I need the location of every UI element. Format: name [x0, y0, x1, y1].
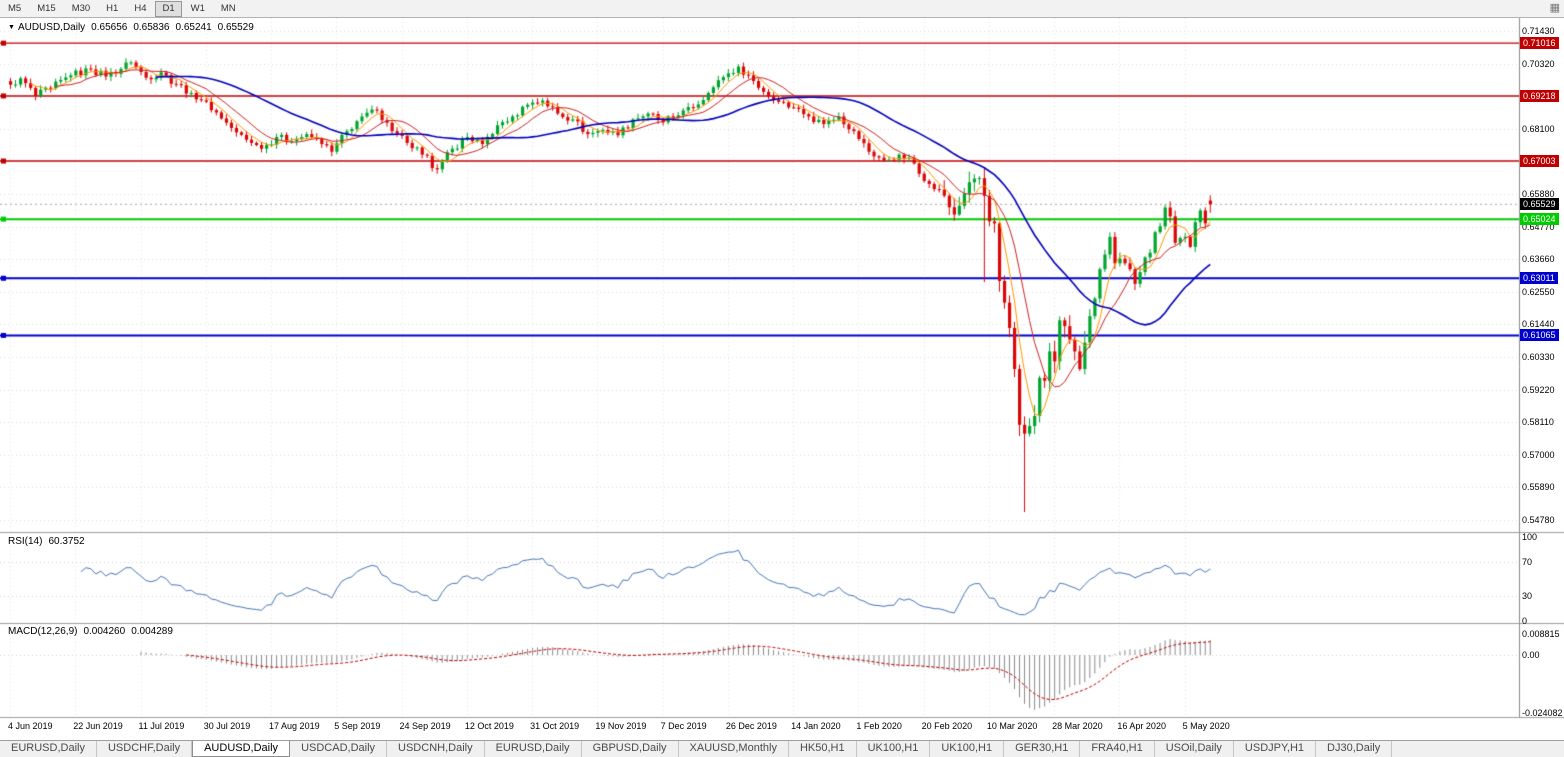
symbol-tab-bar: EURUSD,Daily USDCHF,Daily AUDUSD,Daily USDC…	[0, 740, 1564, 757]
macd-name: MACD(12,26,9)	[8, 626, 78, 637]
rsi-tick: 0	[1522, 616, 1528, 626]
ohlc-high: 0.65836	[133, 22, 170, 33]
chart-tab-usdchf-daily[interactable]: USDCHF,Daily	[97, 741, 193, 757]
price-tick: 0.58110	[1522, 417, 1554, 428]
date-label: 28 Mar 2020	[1052, 721, 1103, 731]
date-label: 1 Feb 2020	[856, 721, 902, 731]
date-label: 30 Jul 2019	[203, 721, 251, 731]
chart-tab-usoil-daily[interactable]: USOil,Daily	[1155, 741, 1234, 757]
toolbar-right: ▦	[1550, 1, 1560, 14]
price-tick: 0.60330	[1522, 352, 1555, 362]
date-label: 24 Sep 2019	[399, 721, 451, 731]
date-label: 11 Jul 2019	[138, 721, 185, 731]
price-tick: 0.61440	[1522, 319, 1555, 330]
price-tick: 0.62550	[1522, 286, 1555, 297]
price-axis[interactable]: 0.71430 0.70320 0.68100 0.65880 0.64770 0.636…	[1520, 18, 1564, 740]
price-tick: 0.68100	[1522, 123, 1555, 134]
chart-tab-xauusd-monthly[interactable]: XAUUSD,Monthly	[679, 741, 789, 757]
date-label: 5 May 2020	[1182, 721, 1230, 731]
date-label: 22 Jun 2019	[73, 721, 123, 731]
rsi-tick: 70	[1522, 557, 1533, 568]
macd-tick: 0.008815	[1522, 629, 1560, 640]
timeframe-button-m5[interactable]: M5	[8, 2, 22, 14]
price-tick: 0.59220	[1522, 384, 1555, 395]
hline-price-label: 0.71016	[1520, 37, 1559, 50]
date-label: 10 Mar 2020	[986, 721, 1038, 731]
chart-symbol-title: AUDUSD,Daily	[17, 22, 86, 33]
rsi-tick: 100	[1522, 532, 1538, 542]
timeframe-button-d1[interactable]: D1	[155, 0, 182, 17]
date-label: 19 Nov 2019	[595, 721, 647, 731]
price-tick: 0.57000	[1522, 449, 1555, 460]
date-axis[interactable]: 4 Jun 2019 22 Jun 2019 11 Jul 2019 30 Jul 2…	[0, 719, 1520, 740]
macd-value-signal: 0.004289	[131, 626, 173, 637]
rsi-value: 60.3752	[48, 536, 85, 547]
chart-header: ▼ AUDUSD,Daily 0.65656 0.65836 0.65241 0.6552…	[8, 22, 254, 33]
chart-tab-hk50-h1[interactable]: HK50,H1	[789, 741, 857, 757]
ohlc-low: 0.65241	[175, 22, 212, 33]
price-tick: 0.54780	[1522, 515, 1555, 525]
date-label: 20 Feb 2020	[921, 721, 973, 731]
chart-tab-usdjpy-h1[interactable]: USDJPY,H1	[1234, 741, 1317, 757]
current-price-label: 0.65529	[1520, 198, 1559, 211]
hline-price-label: 0.69218	[1520, 89, 1559, 102]
date-label: 14 Jan 2020	[791, 721, 841, 731]
timeframe-button-h1[interactable]: H1	[106, 2, 119, 14]
chart-tab-fra40-h1[interactable]: FRA40,H1	[1080, 741, 1155, 757]
rsi-name: RSI(14)	[8, 536, 43, 547]
date-label: 31 Oct 2019	[530, 721, 580, 731]
timeframe-toolbar: M5 M15 M30 H1 H4 D1 W1 MN	[0, 0, 244, 17]
timeframe-button-w1[interactable]: W1	[190, 2, 205, 14]
timeframe-button-h4[interactable]: H4	[134, 2, 147, 14]
chart-tab-usdcad-daily[interactable]: USDCAD,Daily	[290, 741, 388, 757]
hline-price-label: 0.61065	[1520, 329, 1559, 342]
price-tick: 0.65880	[1522, 189, 1555, 199]
chart-tab-uk100-h1[interactable]: UK100,H1	[857, 741, 931, 757]
macd-tick: 0.00	[1522, 650, 1540, 661]
grid-icon[interactable]: ▦	[1549, 2, 1560, 14]
ohlc-open: 0.65656	[91, 22, 128, 33]
main-chart-canvas[interactable]	[0, 18, 1564, 740]
date-label: 12 Oct 2019	[464, 721, 514, 731]
rsi-tick: 30	[1522, 590, 1533, 601]
macd-indicator-label: MACD(12,26,9) 0.004260 0.004289	[8, 626, 173, 637]
symbol-dropdown-triangle-icon[interactable]: ▼	[8, 24, 15, 31]
price-tick: 0.55890	[1522, 482, 1555, 493]
chart-tab-gbpusd-daily[interactable]: GBPUSD,Daily	[582, 741, 679, 757]
date-label: 4 Jun 2019	[8, 721, 53, 731]
rsi-indicator-label: RSI(14) 60.3752	[8, 536, 85, 547]
hline-price-label: 0.67003	[1520, 155, 1559, 168]
price-tick: 0.71430	[1522, 26, 1555, 36]
chart-tab-ger30-h1[interactable]: GER30,H1	[1004, 741, 1081, 757]
macd-tick: -0.024082	[1522, 707, 1563, 718]
ohlc-close: 0.65529	[217, 22, 254, 33]
hline-price-label: 0.63011	[1520, 272, 1558, 285]
chart-tab-eurusd-daily[interactable]: EURUSD,Daily	[485, 741, 582, 757]
hline-price-label: 0.65024	[1520, 213, 1559, 226]
date-label: 17 Aug 2019	[269, 721, 320, 731]
price-tick: 0.64770	[1522, 221, 1555, 232]
price-tick: 0.63660	[1522, 254, 1555, 265]
date-label: 26 Dec 2019	[725, 721, 777, 731]
timeframe-button-m30[interactable]: M30	[71, 2, 91, 14]
chart-tab-uk100-h1[interactable]: UK100,H1	[930, 741, 1005, 757]
macd-value-main: 0.004260	[83, 626, 126, 637]
date-label: 16 Apr 2020	[1117, 721, 1166, 731]
timeframe-button-m15[interactable]: M15	[37, 2, 56, 14]
timeframe-button-mn[interactable]: MN	[220, 2, 236, 14]
chart-tab-eurusd-daily[interactable]: EURUSD,Daily	[0, 741, 97, 757]
date-label: 5 Sep 2019	[334, 721, 381, 731]
chart-tab-usdcnh-daily[interactable]: USDCNH,Daily	[387, 741, 485, 757]
date-label: 7 Dec 2019	[660, 721, 707, 731]
chart-tab-dj30-daily[interactable]: DJ30,Daily	[1316, 741, 1393, 757]
toolbar: M5 M15 M30 H1 H4 D1 W1 MN ▦	[0, 0, 1564, 18]
price-tick: 0.70320	[1522, 58, 1555, 69]
chart-tab-audusd-daily[interactable]: AUDUSD,Daily	[192, 741, 291, 757]
